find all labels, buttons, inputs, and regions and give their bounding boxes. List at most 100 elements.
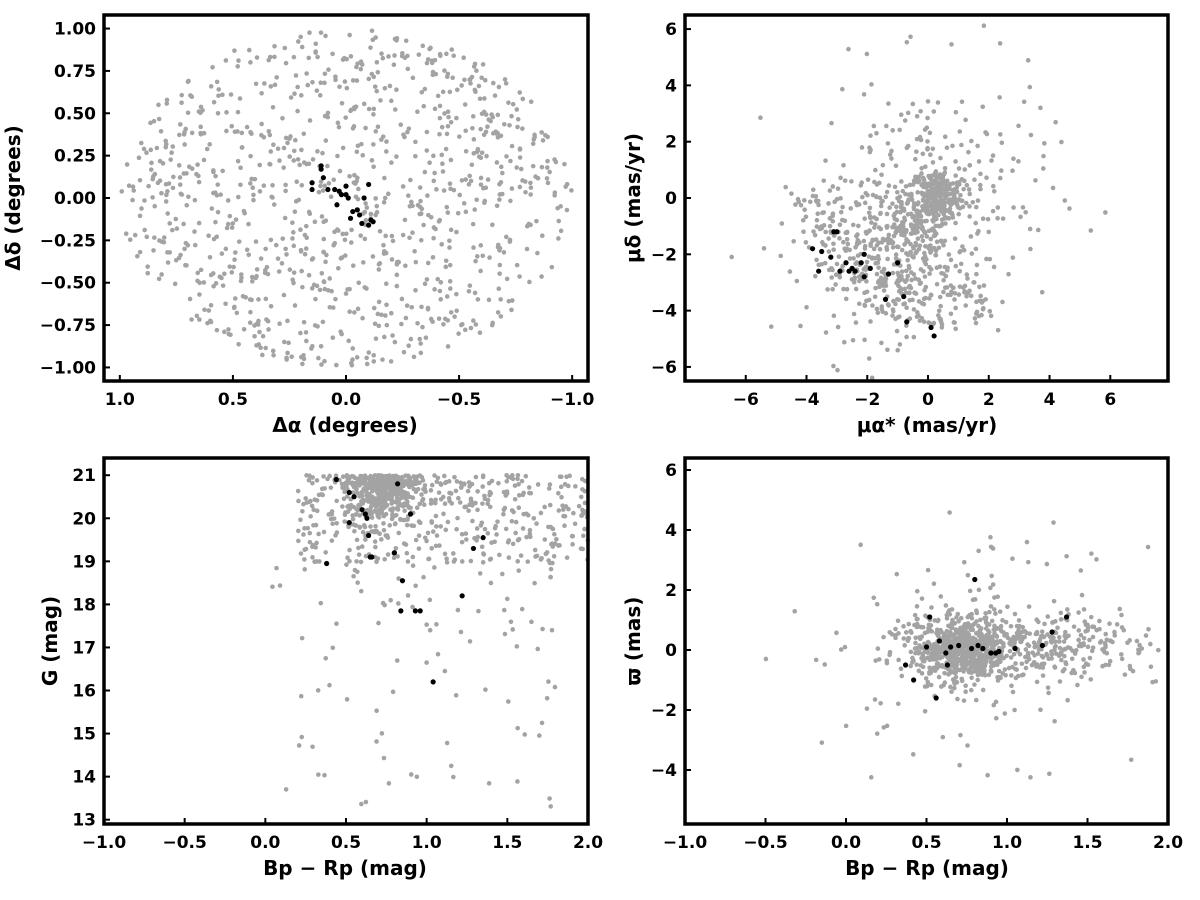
field-star-point (896, 276, 902, 282)
field-star-point (842, 644, 848, 650)
field-star-point (545, 180, 551, 186)
field-star-point (387, 523, 393, 528)
field-star-point (443, 146, 449, 152)
field-star-point (1023, 665, 1029, 671)
field-star-point (844, 229, 850, 235)
field-star-point (903, 279, 908, 285)
field-star-point (895, 270, 901, 276)
field-star-point (340, 474, 346, 479)
field-star-point (443, 258, 449, 264)
field-star-point (1045, 614, 1051, 619)
field-star-point (1137, 642, 1142, 648)
field-star-point (461, 55, 467, 61)
field-star-point (310, 480, 315, 486)
field-star-point (119, 189, 125, 194)
field-star-point (148, 120, 153, 126)
field-star-point (405, 559, 411, 564)
field-star-point (893, 229, 899, 235)
field-star-point (1035, 651, 1041, 656)
field-star-point (949, 640, 955, 646)
field-star-point (211, 169, 216, 175)
field-star-point (960, 204, 966, 210)
field-star-point (534, 218, 539, 224)
field-star-point (544, 176, 550, 181)
field-star-point (967, 204, 972, 209)
field-star-point (352, 310, 357, 315)
field-star-point (941, 277, 946, 283)
field-star-point (1059, 657, 1064, 663)
field-star-point (955, 204, 961, 210)
field-star-point (383, 149, 389, 154)
field-star-point (458, 485, 464, 490)
field-star-point (309, 257, 315, 262)
field-star-point (826, 249, 832, 254)
field-star-point (156, 276, 162, 282)
field-star-point (482, 77, 488, 83)
field-star-point (350, 346, 356, 351)
field-star-point (905, 273, 911, 279)
field-star-point (479, 150, 485, 156)
field-star-point (482, 496, 488, 502)
field-star-point (445, 123, 451, 129)
field-star-point (421, 502, 427, 508)
field-star-point (276, 269, 282, 274)
field-star-point (940, 734, 946, 740)
field-star-point (898, 289, 903, 295)
field-star-point (951, 677, 957, 682)
field-star-point (923, 261, 929, 267)
y-tick-label: 6 (665, 20, 677, 40)
field-star-point (1107, 658, 1113, 664)
field-star-point (830, 218, 836, 224)
member-star-point (370, 219, 376, 225)
field-star-point (402, 508, 407, 514)
field-star-point (263, 345, 268, 351)
field-star-point (516, 493, 522, 498)
field-star-point (970, 622, 976, 628)
field-star-point (254, 273, 259, 279)
field-star-point (224, 225, 230, 231)
field-star-point (437, 115, 443, 121)
field-star-point (921, 319, 927, 324)
field-star-point (951, 193, 957, 199)
plot-frame (102, 13, 590, 383)
field-star-point (895, 347, 900, 353)
field-star-point (469, 162, 475, 168)
field-star-point (814, 257, 819, 263)
field-star-point (223, 58, 229, 63)
field-star-point (819, 740, 825, 745)
field-star-point (452, 474, 457, 480)
field-star-point (220, 92, 225, 98)
field-star-point (320, 319, 326, 325)
field-star-point (1056, 634, 1062, 640)
field-star-point (514, 262, 520, 268)
field-star-point (868, 241, 873, 247)
field-star-point (931, 109, 937, 114)
field-star-point (930, 160, 936, 165)
field-star-point (883, 194, 888, 200)
field-star-point (181, 221, 186, 227)
field-star-point (123, 231, 129, 237)
field-star-point (417, 473, 423, 478)
field-star-point (290, 236, 295, 241)
field-star-point (878, 210, 883, 216)
field-star-point (350, 490, 356, 495)
field-star-point (539, 720, 545, 726)
field-star-point (985, 216, 991, 222)
field-star-point (949, 42, 954, 47)
field-star-point (283, 246, 288, 252)
field-star-point (287, 267, 293, 272)
field-star-point (428, 497, 434, 503)
field-star-point (830, 286, 835, 292)
field-star-point (378, 98, 383, 103)
field-star-point (886, 240, 891, 246)
field-star-point (812, 273, 818, 279)
field-star-point (373, 528, 379, 534)
field-star-point (384, 322, 390, 328)
field-star-point (306, 209, 312, 215)
field-star-point (1025, 58, 1031, 63)
field-star-point (480, 501, 485, 506)
field-star-point (314, 283, 320, 289)
field-star-point (425, 57, 431, 62)
member-star-point (911, 677, 917, 683)
field-star-point (1001, 644, 1006, 649)
